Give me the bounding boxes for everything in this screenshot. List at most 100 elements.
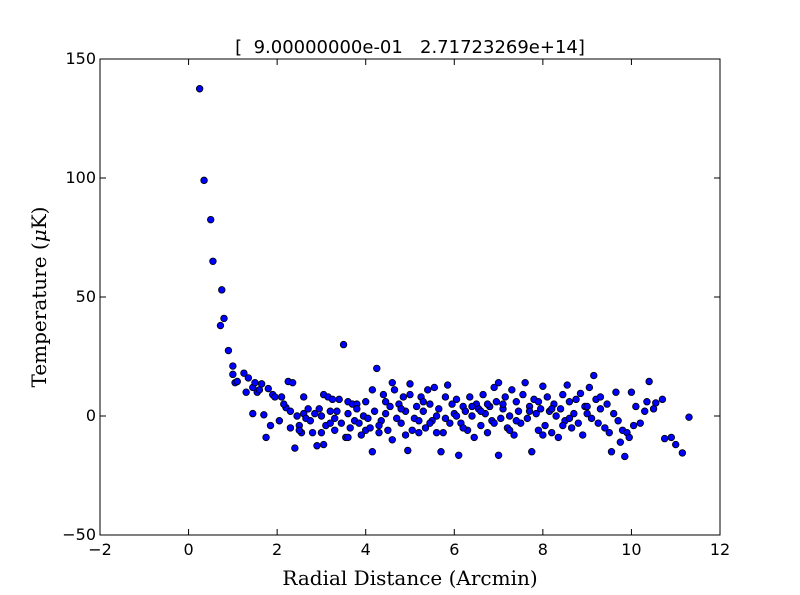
- data-point: [494, 451, 503, 459]
- data-point: [441, 393, 450, 401]
- data-point: [218, 286, 226, 294]
- plot-frame: [99, 58, 721, 536]
- data-point: [406, 380, 414, 388]
- data-point: [260, 411, 268, 419]
- data-point: [390, 386, 399, 394]
- data-point: [368, 448, 377, 456]
- data-point: [534, 398, 543, 406]
- data-point: [565, 414, 574, 423]
- data-point: [333, 407, 341, 415]
- data-point: [492, 398, 501, 406]
- data-point: [337, 419, 346, 427]
- y-tick-label: 150: [65, 49, 96, 68]
- data-point: [437, 448, 445, 456]
- data-point: [525, 407, 534, 415]
- data-point: [216, 321, 225, 330]
- data-point: [494, 378, 503, 387]
- data-point: [541, 421, 549, 430]
- data-point: [629, 421, 638, 430]
- data-point: [607, 448, 616, 456]
- data-point: [612, 388, 620, 396]
- data-point: [579, 431, 587, 439]
- data-point: [220, 314, 228, 323]
- data-point: [406, 390, 414, 399]
- data-point: [408, 426, 416, 434]
- data-point: [583, 402, 591, 411]
- data-point: [452, 412, 461, 420]
- data-point: [280, 400, 288, 408]
- data-point: [443, 381, 452, 389]
- data-point: [483, 400, 492, 408]
- data-point: [539, 431, 547, 439]
- data-point: [424, 386, 432, 394]
- data-point: [404, 446, 412, 455]
- data-point: [477, 407, 485, 415]
- data-point: [585, 383, 594, 392]
- data-point: [262, 433, 270, 442]
- data-point: [209, 257, 217, 265]
- data-point: [616, 438, 625, 446]
- data-point: [570, 409, 578, 418]
- data-point: [559, 390, 567, 399]
- data-point: [388, 436, 396, 444]
- y-axis-label: Temperature (μK): [27, 207, 51, 388]
- data-point: [548, 405, 556, 413]
- data-point: [652, 399, 660, 407]
- data-point: [468, 402, 476, 411]
- data-point: [315, 405, 323, 413]
- data-point: [512, 398, 520, 406]
- data-point: [401, 431, 410, 439]
- data-point: [373, 364, 381, 373]
- data-point: [643, 398, 651, 406]
- data-point: [277, 393, 286, 401]
- data-point: [594, 419, 602, 427]
- data-point: [266, 421, 275, 430]
- data-point: [319, 440, 328, 449]
- data-point: [678, 449, 687, 457]
- data-point: [543, 393, 551, 401]
- data-point: [291, 444, 299, 452]
- data-point: [381, 409, 390, 418]
- data-point: [249, 409, 257, 418]
- data-point: [293, 412, 301, 420]
- data-point: [229, 362, 237, 370]
- data-point: [528, 448, 536, 456]
- data-point: [685, 413, 693, 421]
- data-point: [393, 414, 401, 423]
- data-point: [308, 428, 317, 437]
- data-point: [521, 378, 529, 387]
- data-point: [572, 395, 580, 404]
- data-point: [346, 424, 354, 432]
- data-point: [508, 386, 516, 394]
- data-point: [415, 428, 423, 437]
- data-point: [446, 419, 454, 427]
- data-point: [455, 451, 463, 459]
- data-point: [257, 380, 266, 388]
- data-point: [244, 374, 253, 382]
- y-tick-label: 50: [76, 287, 96, 306]
- data-point: [317, 412, 326, 420]
- data-point: [576, 389, 585, 398]
- data-point: [370, 407, 379, 415]
- data-point: [627, 388, 636, 396]
- data-point: [317, 428, 326, 437]
- data-point: [397, 419, 405, 427]
- data-point: [426, 400, 434, 408]
- data-point: [468, 412, 476, 420]
- data-point: [368, 386, 377, 394]
- data-point: [625, 433, 633, 442]
- data-point: [667, 433, 675, 442]
- data-point: [432, 428, 441, 437]
- data-point: [207, 215, 215, 224]
- data-point: [645, 377, 653, 386]
- data-point: [326, 419, 334, 427]
- x-tick-label: 12: [710, 540, 730, 559]
- data-point: [532, 409, 540, 418]
- y-tick-label: 100: [65, 168, 96, 187]
- data-point: [439, 428, 447, 437]
- data-point: [505, 412, 514, 420]
- data-point: [605, 428, 613, 437]
- data-point: [536, 405, 545, 413]
- data-point: [313, 442, 321, 450]
- data-point: [483, 428, 492, 437]
